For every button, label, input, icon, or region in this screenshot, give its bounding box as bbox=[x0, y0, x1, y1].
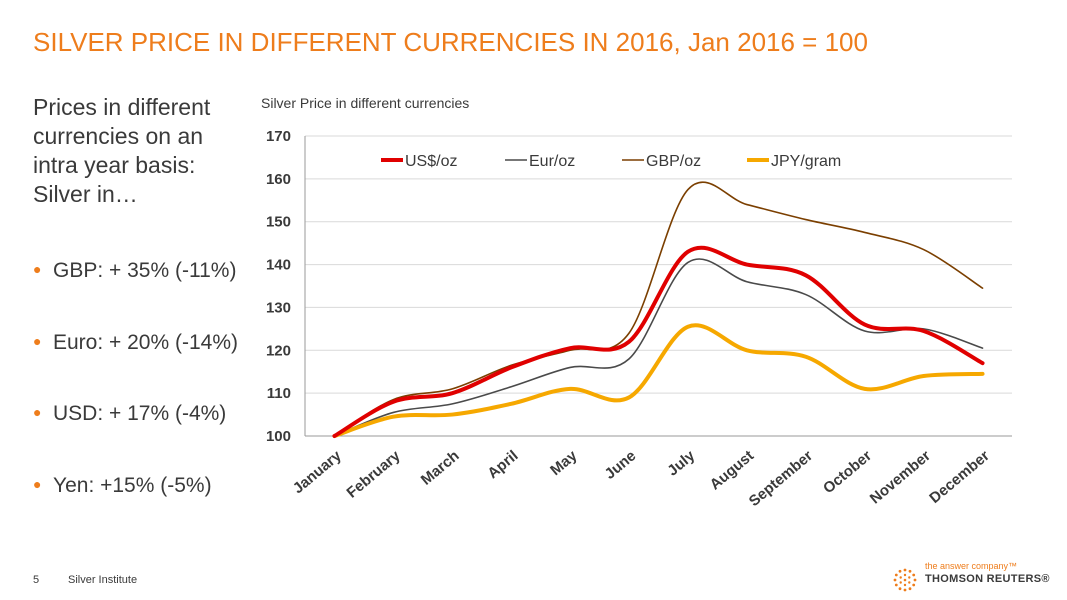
bullet-text: Euro: + 20% (-14%) bbox=[53, 330, 239, 354]
x-tick-label: August bbox=[707, 447, 758, 493]
series-line-jpy-gram bbox=[332, 323, 985, 438]
y-tick-label: 170 bbox=[266, 128, 291, 145]
legend-item: GBP/oz bbox=[622, 153, 701, 170]
x-tick-label: March bbox=[418, 447, 463, 488]
bullet-item-usd: ● USD: + 17% (-4%) bbox=[33, 402, 238, 474]
y-tick-label: 140 bbox=[266, 257, 291, 274]
y-tick-label: 130 bbox=[266, 299, 291, 316]
x-tick-label: February bbox=[344, 447, 405, 502]
bullet-dot-icon: ● bbox=[33, 332, 42, 349]
legend-label: US$/oz bbox=[405, 153, 457, 170]
logo-brand: THOMSON REUTERS® bbox=[925, 573, 1050, 585]
y-tick-label: 150 bbox=[266, 214, 291, 231]
x-tick-label: June bbox=[602, 447, 640, 483]
bullet-text: USD: + 17% (-4%) bbox=[53, 402, 227, 425]
bullet-text: Yen: +15% (-5%) bbox=[53, 473, 212, 497]
x-tick-label: December bbox=[926, 447, 993, 507]
reuters-dot-ring-icon bbox=[893, 568, 917, 592]
slide-title: SILVER PRICE IN DIFFERENT CURRENCIES IN … bbox=[33, 27, 868, 57]
x-tick-label: October bbox=[820, 447, 875, 497]
x-tick-label: November bbox=[867, 447, 934, 507]
x-tick-label: January bbox=[290, 447, 346, 497]
legend-label: GBP/oz bbox=[646, 153, 701, 170]
y-tick-label: 100 bbox=[266, 428, 291, 445]
footer-source: Silver Institute bbox=[68, 574, 138, 586]
bullet-dot-icon: ● bbox=[33, 261, 42, 277]
x-tick-label: May bbox=[547, 447, 581, 479]
bullet-item-yen: ● Yen: +15% (-5%) bbox=[33, 474, 238, 546]
x-tick-label: April bbox=[484, 447, 521, 482]
legend-label: JPY/gram bbox=[771, 153, 841, 170]
y-tick-label: 160 bbox=[266, 171, 291, 188]
bullet-item-gbp: ● GBP: + 35% (-11%) bbox=[33, 259, 238, 331]
x-tick-label: July bbox=[664, 447, 698, 480]
legend-item: Eur/oz bbox=[505, 153, 575, 170]
intro-text: Prices in different currencies on an int… bbox=[33, 94, 211, 207]
logo-tagline: the answer company™ bbox=[925, 561, 1018, 571]
thomson-reuters-logo: the answer company™ THOMSON REUTERS® bbox=[893, 560, 1053, 592]
bullet-dot-icon: ● bbox=[33, 404, 42, 420]
bullet-item-euro: ● Euro: + 20% (-14%) bbox=[33, 331, 238, 403]
page-number: 5 bbox=[33, 574, 40, 586]
series-line-gbp-oz bbox=[333, 181, 984, 437]
legend-item: US$/oz bbox=[381, 153, 457, 170]
series-line-eur-oz bbox=[333, 258, 984, 437]
x-tick-label: September bbox=[746, 447, 816, 510]
bullet-dot-icon: ● bbox=[33, 475, 42, 492]
y-tick-label: 120 bbox=[266, 342, 291, 359]
legend-item: JPY/gram bbox=[747, 153, 841, 170]
legend-label: Eur/oz bbox=[529, 153, 575, 170]
bullet-text: GBP: + 35% (-11%) bbox=[53, 259, 237, 282]
series-line-us-oz bbox=[332, 245, 985, 438]
y-tick-label: 110 bbox=[267, 385, 291, 402]
bullet-list: ● GBP: + 35% (-11%) ● Euro: + 20% (-14%) ●… bbox=[33, 259, 238, 545]
chart-title: Silver Price in different currencies bbox=[261, 95, 470, 111]
